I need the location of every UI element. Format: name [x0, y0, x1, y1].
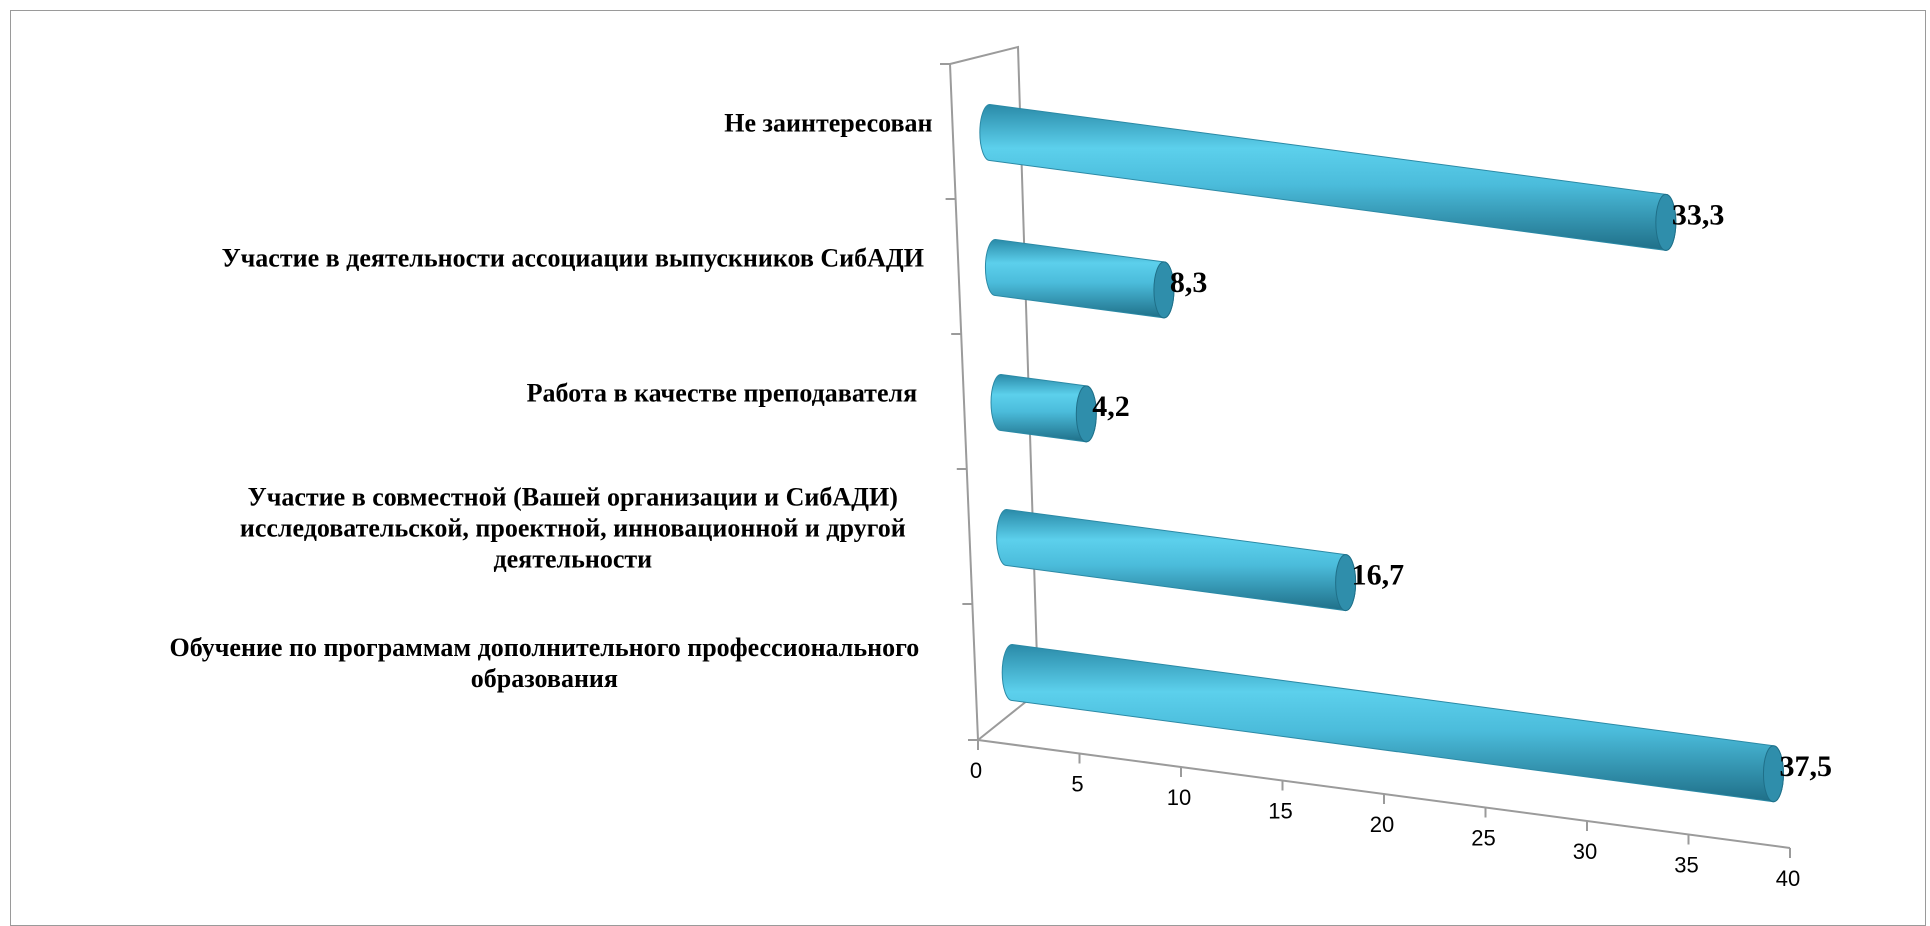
x-tick-label: 10 — [1167, 785, 1191, 810]
x-tick-label: 25 — [1471, 826, 1495, 851]
x-tick-label: 35 — [1674, 853, 1698, 878]
axes: 0 5 10 15 20 25 30 35 40 — [940, 45, 1800, 891]
bar-end-cap — [1762, 745, 1784, 803]
category-label: Участие в деятельности ассоциации выпуск… — [222, 244, 924, 273]
bars: 37,5 16,7 4,2 8,3 33,3 — [979, 103, 1832, 803]
data-label: 4,2 — [1092, 390, 1130, 423]
bar — [1001, 643, 1784, 803]
data-label: 8,3 — [1170, 266, 1208, 299]
bar-end-cap — [1153, 261, 1175, 319]
bar-end-cap — [1335, 554, 1357, 612]
category-label-line: Участие в деятельности ассоциации выпуск… — [222, 244, 924, 273]
category-label-line: деятельности — [493, 545, 652, 574]
category-labels: Обучение по программам дополнительного п… — [170, 109, 933, 694]
category-label-line: исследовательской, проектной, инновацион… — [240, 514, 906, 543]
bar-end-cap — [1075, 385, 1097, 443]
category-label-line: Участие в совместной (Вашей организации … — [248, 483, 898, 512]
category-label: Обучение по программам дополнительного п… — [170, 633, 920, 693]
category-label: Не заинтересован — [724, 109, 932, 138]
x-tick-label: 40 — [1776, 866, 1800, 891]
x-tick-label: 0 — [970, 758, 982, 783]
category-label: Участие в совместной (Вашей организации … — [240, 483, 906, 574]
category-label-line: Не заинтересован — [724, 109, 932, 138]
x-tick-label: 20 — [1370, 812, 1394, 837]
data-label: 37,5 — [1779, 750, 1832, 783]
category-label: Работа в качестве преподавателя — [527, 379, 917, 408]
data-label: 33,3 — [1672, 198, 1725, 231]
vertical-axis-line — [949, 63, 979, 741]
bar — [996, 508, 1357, 612]
bar-end-cap — [1655, 193, 1677, 251]
back-wall-outline — [949, 45, 1040, 741]
bar — [984, 238, 1175, 319]
bar — [979, 103, 1677, 251]
category-label-line: Обучение по программам дополнительного п… — [170, 633, 920, 662]
data-label: 16,7 — [1352, 559, 1405, 592]
x-tick-label: 5 — [1071, 772, 1083, 797]
category-label-line: Работа в качестве преподавателя — [527, 379, 917, 408]
x-tick-label: 15 — [1268, 799, 1292, 824]
x-tick-label: 30 — [1573, 839, 1597, 864]
category-label-line: образования — [471, 664, 618, 693]
